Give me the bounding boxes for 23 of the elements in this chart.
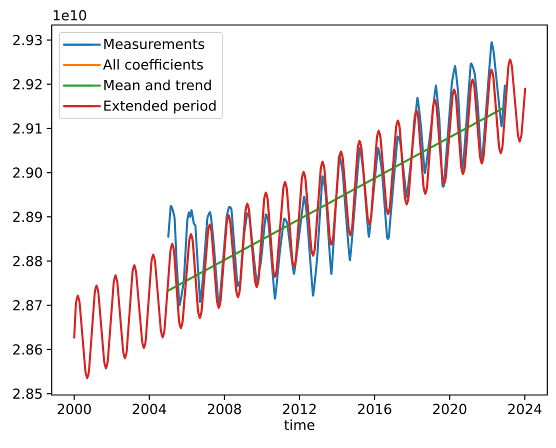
x-tick-label: 2012 [282, 404, 316, 414]
y-tick-label: 2.85 [13, 388, 42, 399]
x-tick-label: 2008 [208, 404, 242, 414]
text: 1e10 [54, 10, 86, 20]
legend-label: Mean and trend [104, 80, 211, 90]
x-tick-label: 2016 [358, 404, 392, 414]
x-tick-label: 2020 [433, 404, 466, 414]
y-tick-label: 2.91 [13, 123, 42, 134]
y-tick-label: 2.93 [13, 34, 42, 46]
x-tick-label: 2004 [132, 404, 166, 414]
y-tick-label: 2.88 [13, 256, 42, 266]
legend-label: Measurements [104, 38, 204, 50]
x-axis-title: time [284, 419, 314, 430]
legend-label: Extended period [104, 100, 216, 114]
x-tick-label: 2000 [58, 404, 91, 414]
y-tick-label: 2.89 [13, 212, 42, 222]
y-tick-label: 2.92 [13, 79, 42, 90]
legend-label: All coefficients [103, 59, 203, 70]
y-tick-label: 2.90 [13, 167, 42, 178]
line-series [73, 58, 526, 380]
y-tick-label: 2.87 [13, 300, 42, 310]
y-tick-label: 2.86 [13, 344, 42, 355]
x-tick-label: 2024 [508, 404, 542, 414]
